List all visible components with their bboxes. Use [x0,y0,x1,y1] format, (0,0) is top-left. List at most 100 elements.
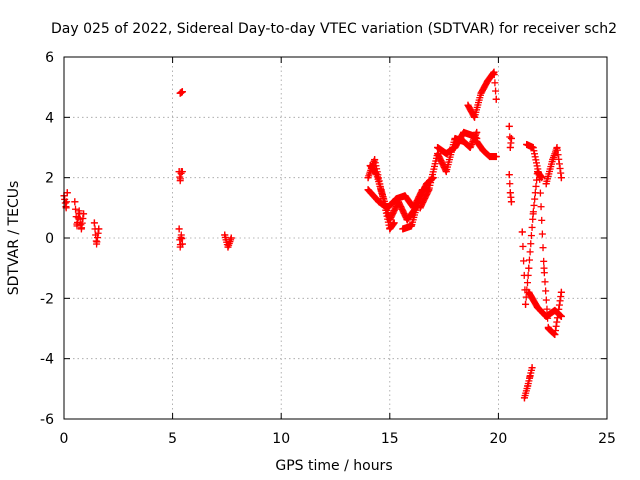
plot-frame [63,56,608,420]
data-point [491,79,499,87]
data-point [530,147,538,155]
chart-title: Day 025 of 2022, Sidereal Day-to-day VTE… [51,21,617,37]
data-point [554,151,562,159]
data-point [75,207,83,215]
data-point [371,156,379,164]
x-tick-label: 20 [489,431,507,447]
data-point [492,87,500,95]
data-point [529,144,537,151]
data-point [468,131,476,139]
data-point [527,240,535,248]
data-point [423,180,431,188]
data-point [542,287,550,295]
data-point [401,192,409,200]
y-tick-label: 6 [45,50,54,66]
data-point [371,159,379,167]
data-point [178,88,186,96]
data-point [486,153,494,161]
data-point [551,331,559,339]
data-point [523,140,531,148]
data-point [555,160,563,168]
data-point [540,264,548,272]
data-point [531,195,539,203]
y-tick-label: 2 [45,171,54,187]
data-point [80,210,88,218]
data-point [364,174,372,182]
data-point [542,312,550,320]
data-point [532,159,540,167]
data-point [364,186,372,194]
data-point [90,219,98,227]
data-point [530,201,538,209]
data-point [539,244,547,252]
x-tick-label: 15 [381,431,399,447]
data-point [221,231,229,239]
data-point [543,305,551,313]
data-point [505,171,513,179]
data-point [390,219,398,227]
data-point [392,195,400,203]
data-point [553,318,561,326]
data-point [533,162,541,170]
data-point [551,306,559,314]
data-point [473,137,481,145]
data-point [518,228,526,236]
data-point [403,216,411,224]
data-point [373,171,381,179]
data-point [416,204,424,212]
y-tick-label: -6 [40,412,54,428]
data-point [524,382,532,390]
data-point [557,312,565,320]
data-point [79,215,87,223]
data-point [399,225,407,233]
data-point [473,128,481,136]
data-point [460,128,468,136]
data-point [556,164,564,172]
data-points [60,68,565,402]
data-point [177,231,185,239]
data-point [531,150,539,158]
data-point [522,300,530,308]
data-point [477,89,485,97]
y-tick-label: 0 [45,231,54,247]
data-point [527,232,535,240]
data-point [557,169,565,177]
data-point [534,168,542,176]
data-point [555,155,563,163]
data-point [95,225,103,233]
data-point [506,180,514,188]
data-point [506,144,514,151]
data-point [526,248,534,256]
x-tick-label: 25 [598,431,616,447]
data-point [178,240,186,248]
data-point [93,240,101,248]
data-point [227,234,235,242]
x-tick-label: 0 [60,431,69,447]
data-point [525,264,533,272]
data-point [434,144,442,151]
data-point [538,230,546,238]
y-tick-label: 4 [45,110,54,126]
data-point [542,296,550,304]
data-point [536,174,544,182]
data-point [442,150,450,158]
data-point [78,219,86,227]
data-point [466,144,474,151]
data-point [537,203,545,211]
data-point [507,134,515,142]
data-point [489,70,497,78]
data-point [379,195,387,203]
data-point [492,153,500,161]
data-point [464,101,472,109]
data-point [532,182,540,190]
data-point [506,189,514,197]
data-point [531,153,539,161]
data-point [556,297,564,305]
data-point [176,177,184,185]
data-point [552,322,560,330]
data-point [534,165,542,173]
data-point [557,174,565,182]
data-point [525,288,533,296]
data-point [528,223,536,231]
